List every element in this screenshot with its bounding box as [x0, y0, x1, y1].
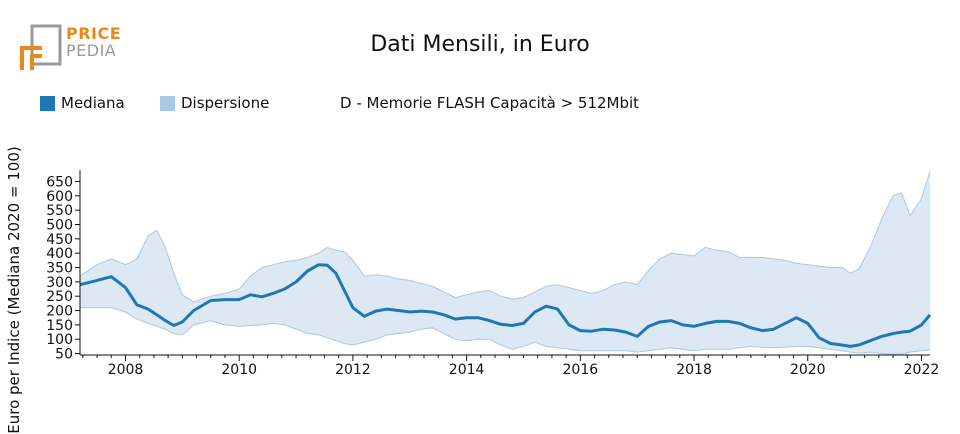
legend-item-mediana[interactable]: Mediana: [40, 94, 125, 112]
chart-title: Dati Mensili, in Euro: [370, 32, 590, 57]
x-tick-label: 2020: [790, 362, 826, 378]
y-tick-label: 650: [46, 174, 73, 190]
y-tick-label: 150: [46, 318, 73, 334]
y-tick-label: 50: [55, 347, 73, 363]
y-tick-label: 500: [46, 217, 73, 233]
legend-item-dispersione[interactable]: Dispersione: [160, 94, 269, 112]
x-tick-label: 2016: [563, 362, 599, 378]
y-tick-label: 250: [46, 289, 73, 305]
dispersion-upper-line: [79, 171, 931, 303]
x-tick-label: 2022: [904, 362, 940, 378]
dispersion-lower-line: [80, 307, 931, 355]
legend-swatch-mediana: [40, 95, 55, 111]
x-tick-label: 2012: [335, 362, 371, 378]
y-tick-label: 100: [46, 332, 73, 348]
logo-text-price: PRICE: [66, 24, 122, 43]
chart-subtitle: D - Memorie FLASH Capacità > 512Mbit: [340, 94, 640, 112]
x-tick-label: 2010: [221, 362, 257, 378]
legend-label-mediana: Mediana: [61, 94, 125, 112]
x-tick-label: 2018: [676, 362, 712, 378]
y-tick-label: 300: [46, 275, 73, 291]
y-tick-label: 600: [46, 189, 73, 205]
y-tick-label: 350: [46, 261, 73, 277]
legend-label-dispersione: Dispersione: [181, 94, 270, 112]
logo-mark-icon: [20, 24, 62, 70]
y-tick-label: 550: [46, 203, 73, 219]
y-tick-label: 200: [46, 304, 73, 320]
median-line: [79, 263, 932, 348]
x-tick-label: 2014: [449, 362, 485, 378]
x-tick-label: 2008: [108, 362, 144, 378]
logo-text-pedia: PEDIA: [66, 41, 117, 60]
y-tick-label: 400: [46, 246, 73, 262]
pricepedia-logo: PRICE PEDIA: [18, 22, 128, 74]
legend-swatch-dispersione: [160, 95, 175, 111]
dispersion-band: [80, 171, 930, 355]
y-tick-label: 450: [46, 232, 73, 248]
